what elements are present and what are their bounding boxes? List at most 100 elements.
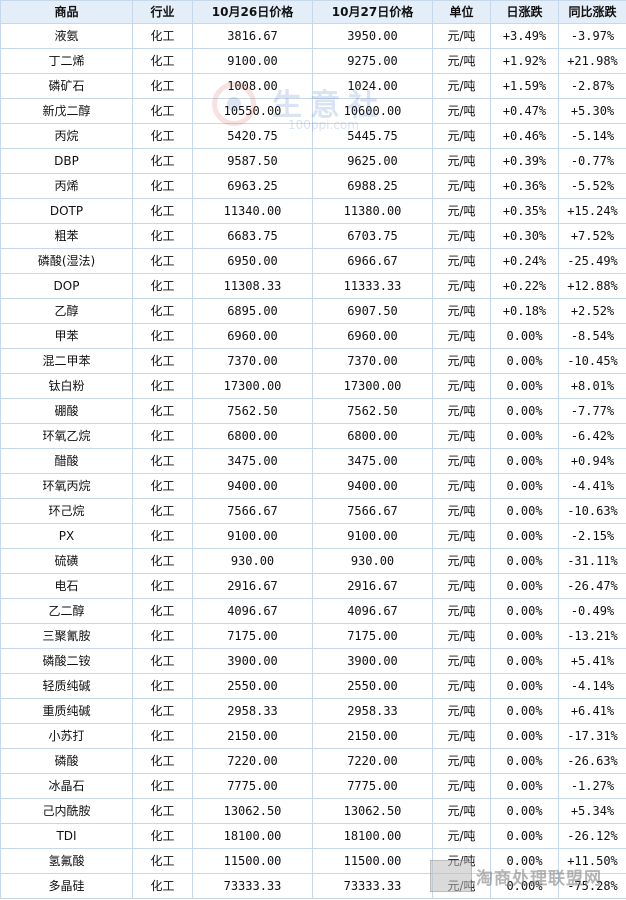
header-yoy-change: 同比涨跌	[558, 0, 626, 24]
header-product: 商品	[0, 0, 133, 24]
cell-product[interactable]: 磷酸(湿法)	[0, 248, 133, 274]
cell-product[interactable]: 乙醇	[0, 298, 133, 324]
cell-price-oct27: 9625.00	[312, 148, 433, 174]
cell-industry: 化工	[132, 98, 193, 124]
cell-product[interactable]: 氢氟酸	[0, 848, 133, 874]
cell-product[interactable]: 磷酸二铵	[0, 648, 133, 674]
cell-product[interactable]: 新戊二醇	[0, 98, 133, 124]
cell-product[interactable]: DOP	[0, 273, 133, 299]
cell-daily-change: 0.00%	[490, 823, 559, 849]
cell-yoy-change: -6.42%	[558, 423, 626, 449]
cell-yoy-change: +7.52%	[558, 223, 626, 249]
table-row: 重质纯碱 化工 2958.33 2958.33 元/吨 0.00% +6.41%	[0, 698, 626, 724]
table-row: 混二甲苯 化工 7370.00 7370.00 元/吨 0.00% -10.45%	[0, 348, 626, 374]
cell-product[interactable]: 液氨	[0, 23, 133, 49]
cell-yoy-change: -25.49%	[558, 248, 626, 274]
cell-price-oct26: 7175.00	[192, 623, 313, 649]
cell-product[interactable]: 硼酸	[0, 398, 133, 424]
cell-daily-change: +0.39%	[490, 148, 559, 174]
cell-unit: 元/吨	[432, 448, 491, 474]
cell-unit: 元/吨	[432, 198, 491, 224]
cell-daily-change: 0.00%	[490, 673, 559, 699]
cell-unit: 元/吨	[432, 98, 491, 124]
cell-price-oct26: 2150.00	[192, 723, 313, 749]
cell-price-oct27: 3900.00	[312, 648, 433, 674]
cell-unit: 元/吨	[432, 623, 491, 649]
cell-product[interactable]: 丙烯	[0, 173, 133, 199]
table-row: 环氧丙烷 化工 9400.00 9400.00 元/吨 0.00% -4.41%	[0, 473, 626, 499]
cell-product[interactable]: 多晶硅	[0, 873, 133, 899]
cell-yoy-change: -5.14%	[558, 123, 626, 149]
cell-product[interactable]: 甲苯	[0, 323, 133, 349]
cell-product[interactable]: 硫磺	[0, 548, 133, 574]
cell-daily-change: +0.36%	[490, 173, 559, 199]
cell-product[interactable]: 醋酸	[0, 448, 133, 474]
cell-product[interactable]: 电石	[0, 573, 133, 599]
cell-unit: 元/吨	[432, 548, 491, 574]
cell-price-oct27: 4096.67	[312, 598, 433, 624]
header-unit: 单位	[432, 0, 491, 24]
cell-industry: 化工	[132, 773, 193, 799]
cell-product[interactable]: 丙烷	[0, 123, 133, 149]
cell-product[interactable]: 环氧乙烷	[0, 423, 133, 449]
cell-yoy-change: -4.41%	[558, 473, 626, 499]
cell-price-oct26: 9587.50	[192, 148, 313, 174]
cell-price-oct27: 9100.00	[312, 523, 433, 549]
cell-product[interactable]: 三聚氰胺	[0, 623, 133, 649]
cell-product[interactable]: 环己烷	[0, 498, 133, 524]
cell-yoy-change: -2.15%	[558, 523, 626, 549]
cell-price-oct27: 7370.00	[312, 348, 433, 374]
cell-price-oct27: 73333.33	[312, 873, 433, 899]
cell-product[interactable]: 丁二烯	[0, 48, 133, 74]
cell-product[interactable]: DBP	[0, 148, 133, 174]
cell-product[interactable]: TDI	[0, 823, 133, 849]
cell-daily-change: 0.00%	[490, 598, 559, 624]
cell-unit: 元/吨	[432, 248, 491, 274]
cell-yoy-change: -2.87%	[558, 73, 626, 99]
cell-product[interactable]: 粗苯	[0, 223, 133, 249]
header-price-oct27: 10月27日价格	[312, 0, 433, 24]
cell-daily-change: +0.22%	[490, 273, 559, 299]
table-row: 磷矿石 化工 1008.00 1024.00 元/吨 +1.59% -2.87%	[0, 73, 626, 99]
cell-price-oct26: 2550.00	[192, 673, 313, 699]
cell-daily-change: 0.00%	[490, 798, 559, 824]
cell-product[interactable]: 重质纯碱	[0, 698, 133, 724]
cell-yoy-change: +21.98%	[558, 48, 626, 74]
cell-price-oct27: 2916.67	[312, 573, 433, 599]
table-row: 三聚氰胺 化工 7175.00 7175.00 元/吨 0.00% -13.21%	[0, 623, 626, 649]
cell-daily-change: 0.00%	[490, 573, 559, 599]
cell-product[interactable]: 混二甲苯	[0, 348, 133, 374]
cell-unit: 元/吨	[432, 48, 491, 74]
cell-price-oct26: 6960.00	[192, 323, 313, 349]
cell-price-oct27: 9275.00	[312, 48, 433, 74]
cell-unit: 元/吨	[432, 873, 491, 899]
cell-product[interactable]: 环氧丙烷	[0, 473, 133, 499]
cell-product[interactable]: 乙二醇	[0, 598, 133, 624]
table-row: 硫磺 化工 930.00 930.00 元/吨 0.00% -31.11%	[0, 548, 626, 574]
cell-product[interactable]: DOTP	[0, 198, 133, 224]
cell-product[interactable]: PX	[0, 523, 133, 549]
table-row: 液氨 化工 3816.67 3950.00 元/吨 +3.49% -3.97%	[0, 23, 626, 49]
cell-price-oct26: 6963.25	[192, 173, 313, 199]
cell-price-oct27: 11500.00	[312, 848, 433, 874]
table-row: 丙烯 化工 6963.25 6988.25 元/吨 +0.36% -5.52%	[0, 173, 626, 199]
cell-product[interactable]: 磷酸	[0, 748, 133, 774]
cell-unit: 元/吨	[432, 423, 491, 449]
cell-daily-change: 0.00%	[490, 748, 559, 774]
cell-product[interactable]: 磷矿石	[0, 73, 133, 99]
cell-product[interactable]: 己内酰胺	[0, 798, 133, 824]
cell-industry: 化工	[132, 23, 193, 49]
cell-product[interactable]: 小苏打	[0, 723, 133, 749]
cell-product[interactable]: 钛白粉	[0, 373, 133, 399]
cell-daily-change: 0.00%	[490, 848, 559, 874]
cell-price-oct27: 6988.25	[312, 173, 433, 199]
cell-price-oct27: 6703.75	[312, 223, 433, 249]
cell-industry: 化工	[132, 573, 193, 599]
cell-product[interactable]: 冰晶石	[0, 773, 133, 799]
cell-yoy-change: -10.63%	[558, 498, 626, 524]
table-row: 环氧乙烷 化工 6800.00 6800.00 元/吨 0.00% -6.42%	[0, 423, 626, 449]
cell-product[interactable]: 轻质纯碱	[0, 673, 133, 699]
cell-price-oct27: 7775.00	[312, 773, 433, 799]
table-row: 氢氟酸 化工 11500.00 11500.00 元/吨 0.00% +11.50%	[0, 848, 626, 874]
cell-unit: 元/吨	[432, 673, 491, 699]
